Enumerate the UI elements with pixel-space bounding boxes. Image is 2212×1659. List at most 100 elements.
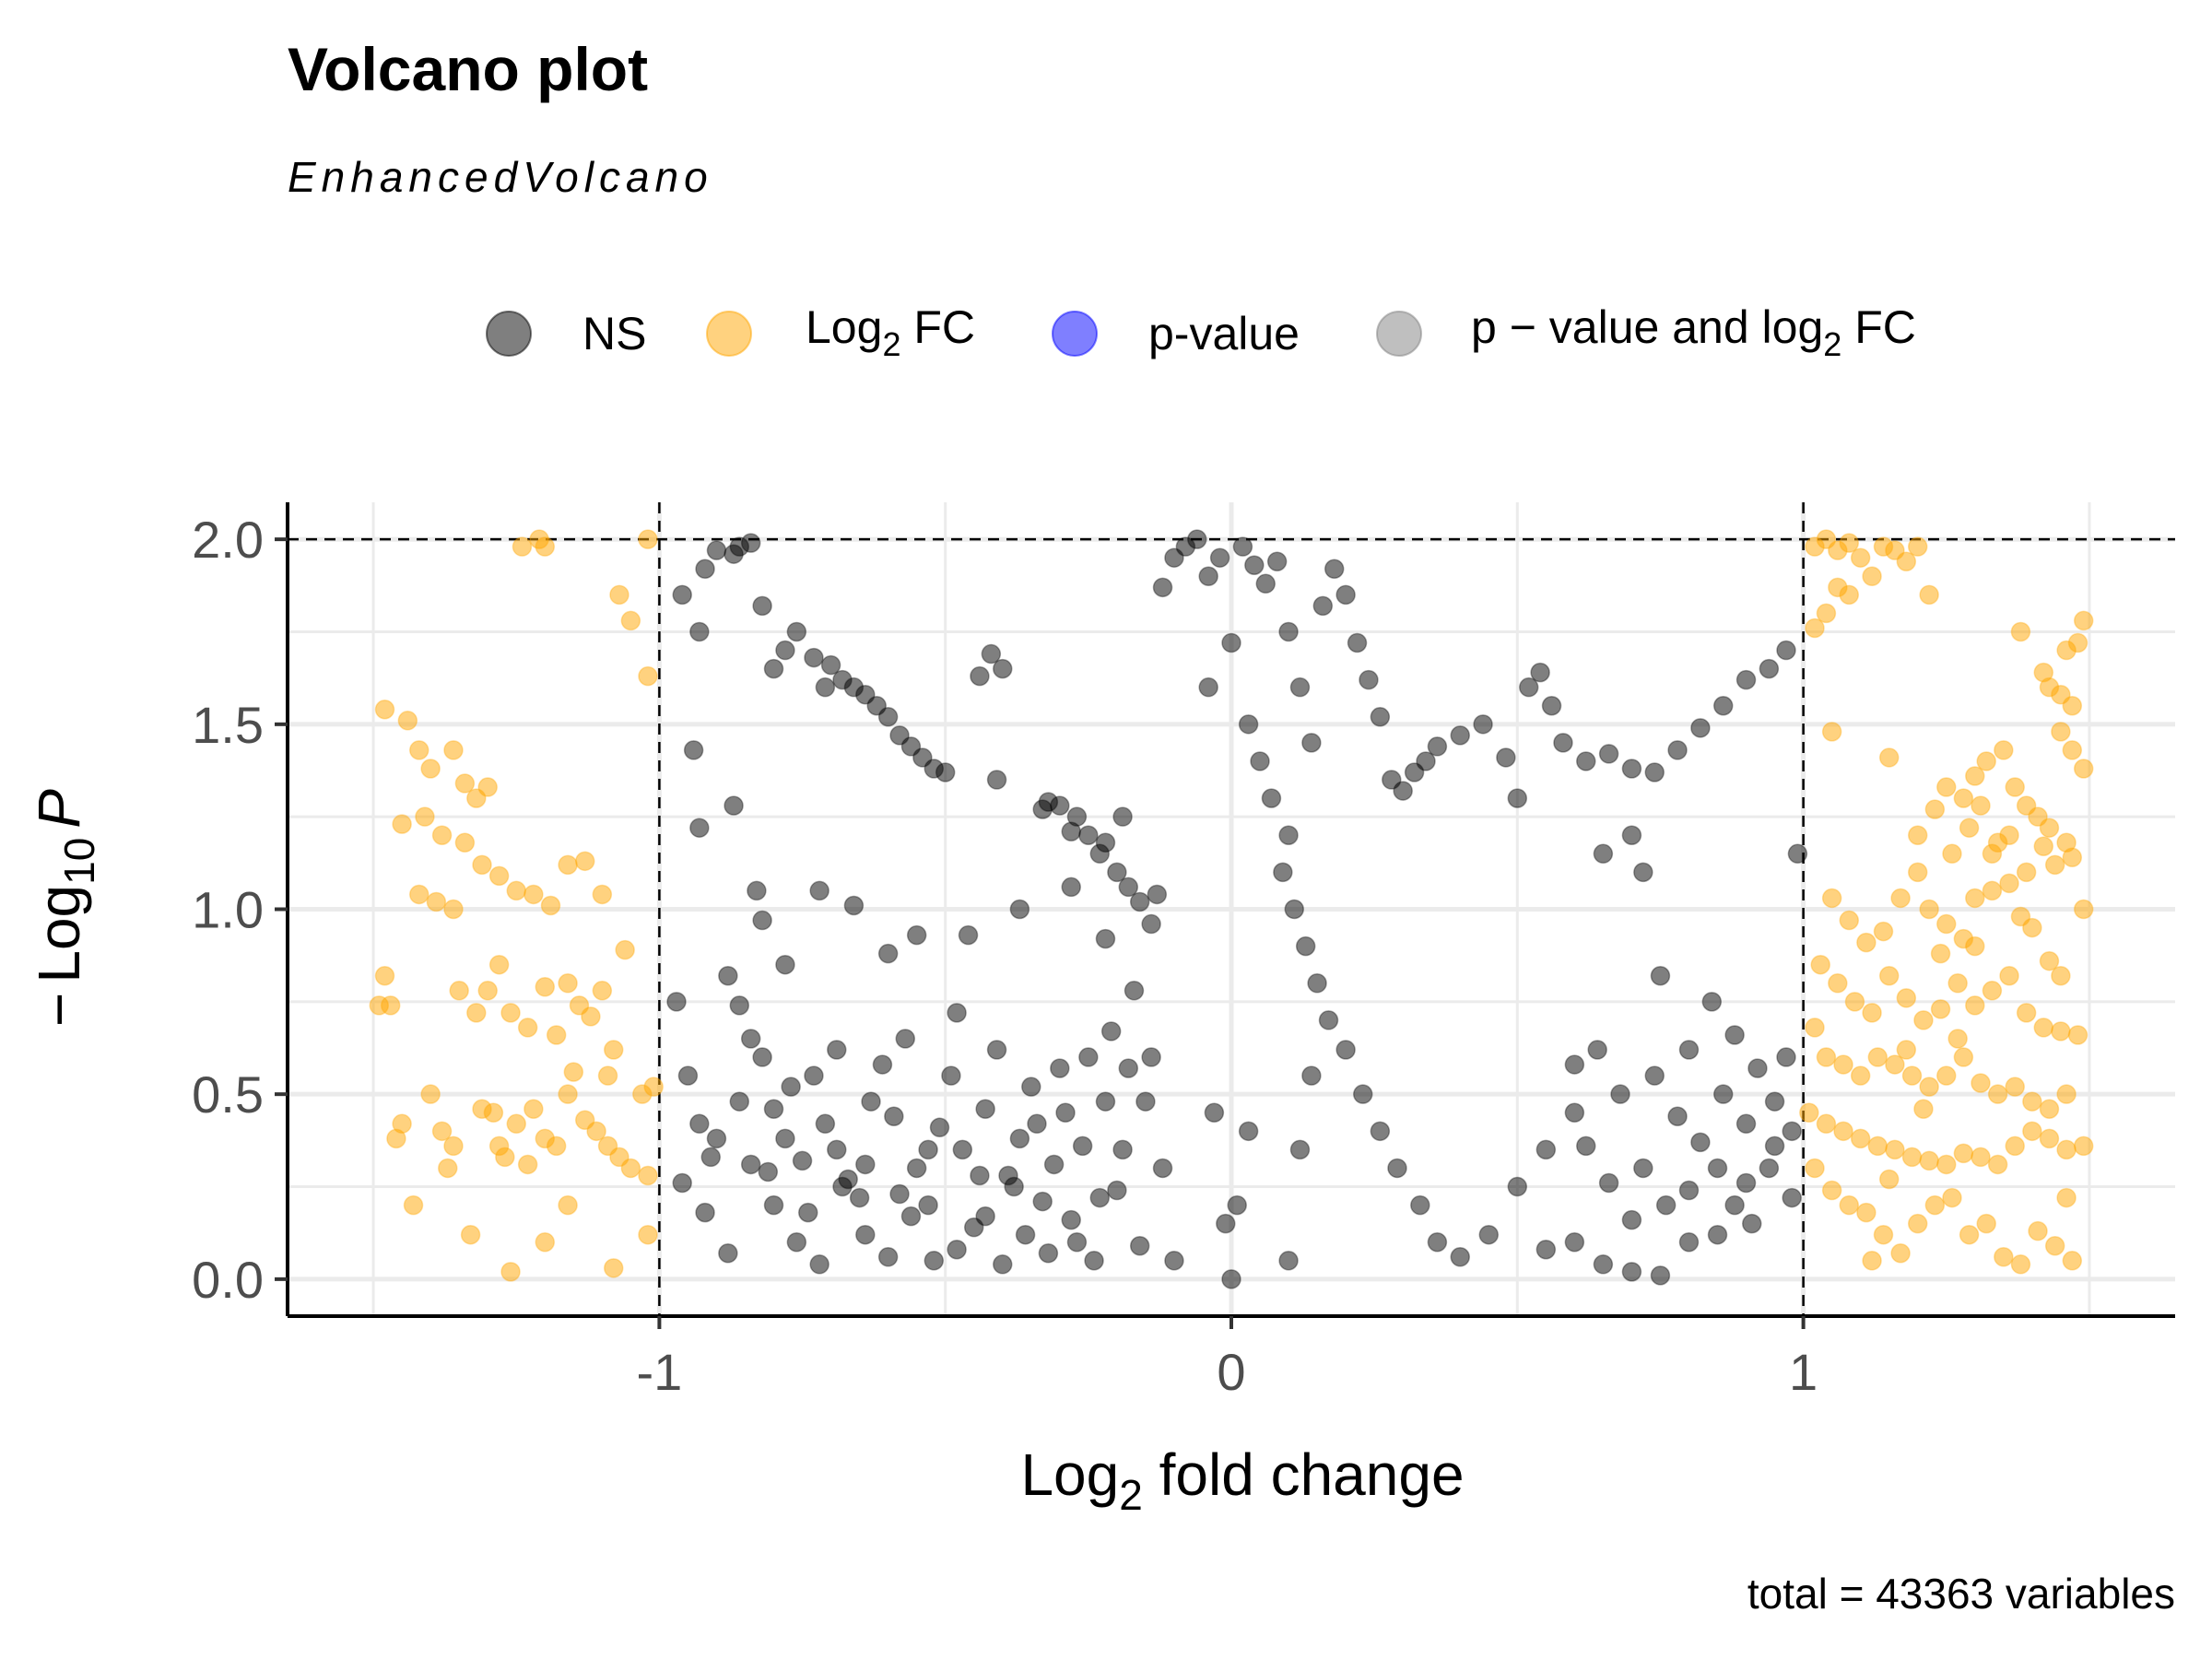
point-ns bbox=[1598, 744, 1619, 764]
point-ns bbox=[1564, 1054, 1585, 1075]
y-axis-title-sub: 10 bbox=[55, 838, 103, 885]
point-log2-fc bbox=[369, 995, 390, 1016]
point-ns bbox=[1747, 1058, 1768, 1078]
point-log2-fc bbox=[1947, 973, 1968, 994]
point-log2-fc bbox=[466, 788, 487, 808]
point-ns bbox=[1507, 1176, 1528, 1197]
point-ns bbox=[1712, 696, 1734, 716]
point-ns bbox=[1404, 762, 1425, 782]
point-ns bbox=[861, 1091, 881, 1112]
point-log2-fc bbox=[1947, 1029, 1968, 1049]
point-ns bbox=[775, 1128, 795, 1149]
point-log2-fc bbox=[408, 740, 429, 760]
point-ns bbox=[683, 740, 704, 760]
point-log2-fc bbox=[638, 1224, 658, 1245]
point-ns bbox=[1387, 1158, 1407, 1179]
point-ns bbox=[1735, 1113, 1757, 1135]
point-log2-fc bbox=[1833, 1054, 1853, 1075]
point-log2-fc bbox=[2028, 1220, 2048, 1241]
point-ns bbox=[809, 880, 830, 901]
point-ns bbox=[1427, 1231, 1448, 1253]
point-ns bbox=[1593, 1254, 1614, 1275]
x-tick-label: 1 bbox=[1789, 1343, 1818, 1401]
point-log2-fc bbox=[609, 1147, 629, 1168]
point-ns bbox=[689, 818, 710, 838]
point-log2-fc bbox=[2062, 696, 2083, 716]
point-ns bbox=[912, 747, 933, 768]
point-log2-fc bbox=[574, 1110, 595, 1131]
point-ns bbox=[827, 1040, 847, 1060]
point-ns bbox=[986, 770, 1007, 790]
point-log2-fc bbox=[454, 773, 476, 794]
point-ns bbox=[1450, 725, 1470, 746]
point-log2-fc bbox=[1971, 795, 1991, 816]
point-ns bbox=[1278, 621, 1299, 642]
point-ns bbox=[1370, 707, 1391, 727]
point-log2-fc bbox=[592, 884, 613, 905]
point-log2-fc bbox=[1805, 618, 1825, 639]
point-ns bbox=[1593, 843, 1614, 865]
point-ns bbox=[775, 640, 795, 661]
point-ns bbox=[718, 965, 738, 986]
point-log2-fc bbox=[431, 825, 453, 845]
point-ns bbox=[763, 658, 784, 679]
point-log2-fc bbox=[581, 1006, 601, 1027]
point-log2-fc bbox=[1821, 888, 1842, 909]
point-ns bbox=[1735, 1172, 1757, 1194]
point-ns bbox=[900, 1206, 922, 1227]
point-ns bbox=[1410, 1194, 1430, 1216]
point-ns bbox=[706, 1128, 727, 1149]
legend-label-log2fc: Log2 FC bbox=[806, 301, 975, 363]
point-log2-fc bbox=[597, 1135, 618, 1157]
point-log2-fc bbox=[1982, 880, 2003, 901]
point-ns bbox=[906, 924, 927, 946]
point-ns bbox=[1107, 1180, 1127, 1201]
point-log2-fc bbox=[2022, 1121, 2042, 1142]
point-ns bbox=[706, 540, 727, 560]
point-ns bbox=[1050, 795, 1070, 816]
point-log2-fc bbox=[443, 899, 464, 920]
point-ns bbox=[1273, 862, 1293, 883]
point-log2-fc bbox=[615, 939, 635, 960]
axes bbox=[275, 502, 2175, 1329]
y-tick-labels: 0.0 0.5 1.0 1.5 2.0 bbox=[192, 511, 264, 1309]
point-ns bbox=[695, 1202, 715, 1223]
point-ns bbox=[1564, 1231, 1585, 1253]
point-ns bbox=[1198, 677, 1218, 698]
point-log2-fc bbox=[397, 711, 418, 731]
point-ns bbox=[1112, 806, 1133, 827]
point-ns bbox=[1707, 1224, 1728, 1245]
point-log2-fc bbox=[1856, 932, 1877, 953]
point-log2-fc bbox=[1919, 1077, 1939, 1097]
legend-key-pvalue bbox=[1052, 311, 1098, 357]
point-log2-fc bbox=[2005, 1077, 2025, 1097]
point-ns bbox=[798, 1202, 818, 1223]
point-ns bbox=[1152, 577, 1173, 598]
legend-key-pvalue-and-log2fc bbox=[1376, 311, 1422, 357]
point-log2-fc bbox=[2044, 1235, 2065, 1256]
point-log2-fc bbox=[1867, 1047, 1888, 1067]
point-ns bbox=[986, 1040, 1007, 1060]
point-log2-fc bbox=[1987, 1154, 2008, 1175]
point-log2-fc bbox=[2056, 1084, 2077, 1104]
legend: NS Log2 FC p-value p − value and log2 FC bbox=[486, 301, 1916, 363]
point-log2-fc bbox=[2022, 917, 2042, 938]
point-ns bbox=[929, 1117, 950, 1138]
point-ns bbox=[1621, 1209, 1642, 1230]
point-ns bbox=[975, 1099, 995, 1119]
point-ns bbox=[877, 707, 899, 727]
point-ns bbox=[993, 658, 1013, 679]
point-log2-fc bbox=[443, 740, 464, 760]
point-log2-fc bbox=[1799, 1102, 1819, 1123]
point-ns bbox=[1118, 1058, 1139, 1078]
point-log2-fc bbox=[592, 981, 613, 1001]
legend-item-pvalue: p-value bbox=[1052, 308, 1300, 359]
point-log2-fc bbox=[1862, 1003, 1882, 1023]
point-ns bbox=[1690, 718, 1711, 738]
point-log2-fc bbox=[1839, 1194, 1860, 1216]
point-ns bbox=[1266, 551, 1288, 571]
point-ns bbox=[1050, 1058, 1070, 1078]
point-ns bbox=[1164, 1251, 1184, 1271]
point-ns bbox=[1473, 714, 1493, 735]
